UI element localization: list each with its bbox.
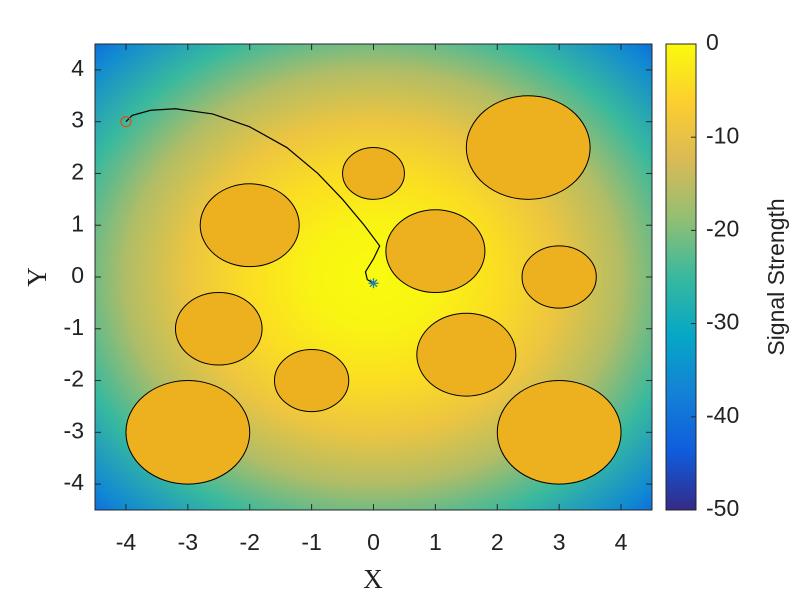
colorbar-tick-label: -10 <box>706 122 739 148</box>
y-tick-label: -4 <box>64 469 85 495</box>
y-tick-label: 3 <box>71 107 84 133</box>
obstacle <box>174 292 263 366</box>
x-tick-label: 3 <box>553 529 566 555</box>
colorbar-tick-label: 0 <box>706 29 719 55</box>
obstacle <box>385 209 486 294</box>
colorbar-tick-label: -40 <box>706 402 739 428</box>
colorbar-tick-label: -50 <box>706 495 739 521</box>
x-tick-label: -4 <box>116 529 137 555</box>
obstacle <box>199 183 300 268</box>
x-tick-label: -3 <box>178 529 198 555</box>
obstacle <box>521 245 597 309</box>
y-tick-label: 4 <box>71 55 84 81</box>
obstacle <box>273 348 350 413</box>
x-tick-label: 1 <box>429 529 442 555</box>
colorbar-tick-label: -20 <box>706 215 739 241</box>
x-tick-label: -1 <box>301 529 321 555</box>
y-tick-label: -3 <box>64 417 84 443</box>
y-axis-label: Y <box>22 267 52 287</box>
y-tick-label: 2 <box>71 159 84 185</box>
x-tick-label: -2 <box>239 529 259 555</box>
y-tick-label: -1 <box>64 314 84 340</box>
obstacle <box>496 380 622 485</box>
y-tick-label: 1 <box>71 210 84 236</box>
colorbar <box>665 43 697 511</box>
colorbar-label: Signal Strength <box>763 198 789 355</box>
x-axis-label: X <box>363 564 383 594</box>
x-tick-label: 4 <box>615 529 628 555</box>
path-line <box>125 108 381 284</box>
x-tick-label: 2 <box>491 529 504 555</box>
colorbar-tick-label: -30 <box>706 309 739 335</box>
obstacle <box>342 147 405 200</box>
y-tick-label: -2 <box>64 366 84 392</box>
x-tick-label: 0 <box>367 529 380 555</box>
obstacle <box>465 95 591 200</box>
start-marker <box>120 116 132 128</box>
goal-marker <box>368 278 379 289</box>
obstacle <box>125 380 251 485</box>
y-tick-label: 0 <box>71 262 84 288</box>
obstacle <box>416 312 517 397</box>
